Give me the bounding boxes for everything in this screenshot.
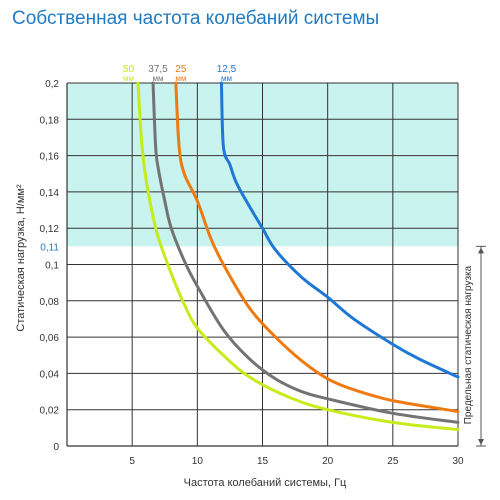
y-axis-label: Статическая нагрузка, Н/мм² xyxy=(15,184,27,332)
series-unit-2: мм xyxy=(153,74,164,83)
marker-label: 0,11 xyxy=(40,242,59,253)
x-axis-label: Частота колебаний системы, Гц xyxy=(184,477,347,489)
y-tick-label: 0,04 xyxy=(40,369,60,380)
range-arrow-down xyxy=(478,439,484,445)
series-line-1 xyxy=(136,81,460,432)
y-tick-label: 0,14 xyxy=(40,188,60,199)
y-tick-label: 0,02 xyxy=(40,406,60,417)
y-tick-label: 0,1 xyxy=(45,261,59,272)
series-line-3 xyxy=(174,81,460,414)
x-tick-label: 20 xyxy=(322,456,334,467)
y-tick-label: 0,18 xyxy=(40,115,60,126)
series-line-2 xyxy=(151,81,460,424)
y-tick-label: 0 xyxy=(53,442,59,453)
x-tick-label: 5 xyxy=(129,456,135,467)
x-tick-label: 10 xyxy=(192,456,204,467)
y-tick-label: 0,2 xyxy=(45,79,59,90)
x-tick-label: 15 xyxy=(257,456,269,467)
y-tick-label: 0,06 xyxy=(40,333,60,344)
series-unit-1: мм xyxy=(123,74,134,83)
y-tick-label: 0,08 xyxy=(40,297,60,308)
range-arrow-up xyxy=(478,247,484,254)
range-label: Предельная статическая нагрузка xyxy=(463,265,474,424)
series-label-2: 37,5 xyxy=(148,64,168,75)
x-tick-label: 30 xyxy=(452,456,464,467)
x-tick-label: 25 xyxy=(387,456,399,467)
series-line-4 xyxy=(219,81,460,379)
series-unit-3: мм xyxy=(175,74,186,83)
series-label-4: 12,5 xyxy=(217,64,237,75)
y-tick-label: 0,12 xyxy=(40,224,60,235)
chart-title: Собственная частота колебаний системы xyxy=(12,8,380,29)
series-unit-4: мм xyxy=(221,74,232,83)
series-label-3: 25 xyxy=(175,64,187,75)
series-label-1: 50 xyxy=(123,64,135,75)
y-tick-label: 0,16 xyxy=(40,152,60,163)
